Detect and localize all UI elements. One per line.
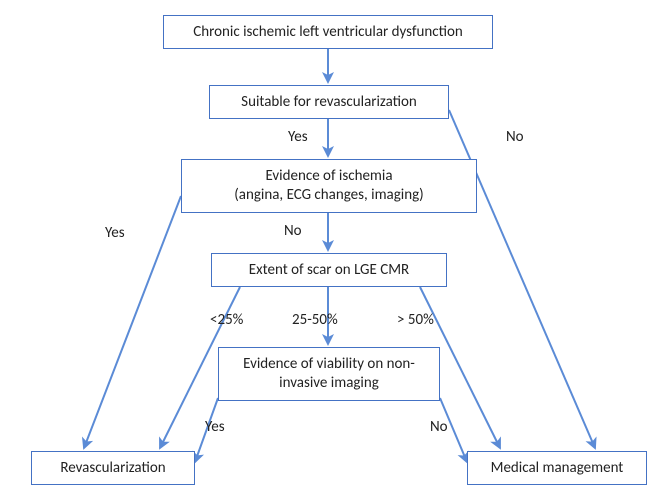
edge-label-9: No [430,420,448,435]
edge-label-5: <25% [210,313,243,328]
edge-label-2: No [506,130,524,145]
node-label: Chronic ischemic left ventricular dysfun… [193,23,462,42]
flowchart-node-n1: Chronic ischemic left ventricular dysfun… [163,15,493,49]
flowchart-edge-3 [84,196,181,448]
flowchart-node-n5: Evidence of viability on non-invasive im… [218,347,440,401]
flowchart-node-n6: Revascularization [31,451,195,485]
node-label: Evidence of ischemia(angina, ECG changes… [234,167,423,205]
node-label: Evidence of viability on non-invasive im… [243,355,415,393]
flowchart-node-n3: Evidence of ischemia(angina, ECG changes… [181,159,477,213]
flowchart-node-n4: Extent of scar on LGE CMR [211,253,447,287]
edge-label-6: 25-50% [292,313,338,328]
edge-label-4: No [284,224,302,239]
node-label: Medical management [491,459,624,478]
flowchart-node-n7: Medical management [467,451,647,485]
edge-label-3: Yes [105,226,125,241]
flowchart-arrows [0,0,666,500]
edge-label-1: Yes [288,130,308,145]
edge-label-8: Yes [205,420,225,435]
edge-label-7: > 50% [397,313,434,328]
node-label: Extent of scar on LGE CMR [249,261,409,280]
flowchart-node-n2: Suitable for revascularization [209,85,449,119]
node-label: Suitable for revascularization [241,93,417,112]
node-label: Revascularization [60,459,165,478]
